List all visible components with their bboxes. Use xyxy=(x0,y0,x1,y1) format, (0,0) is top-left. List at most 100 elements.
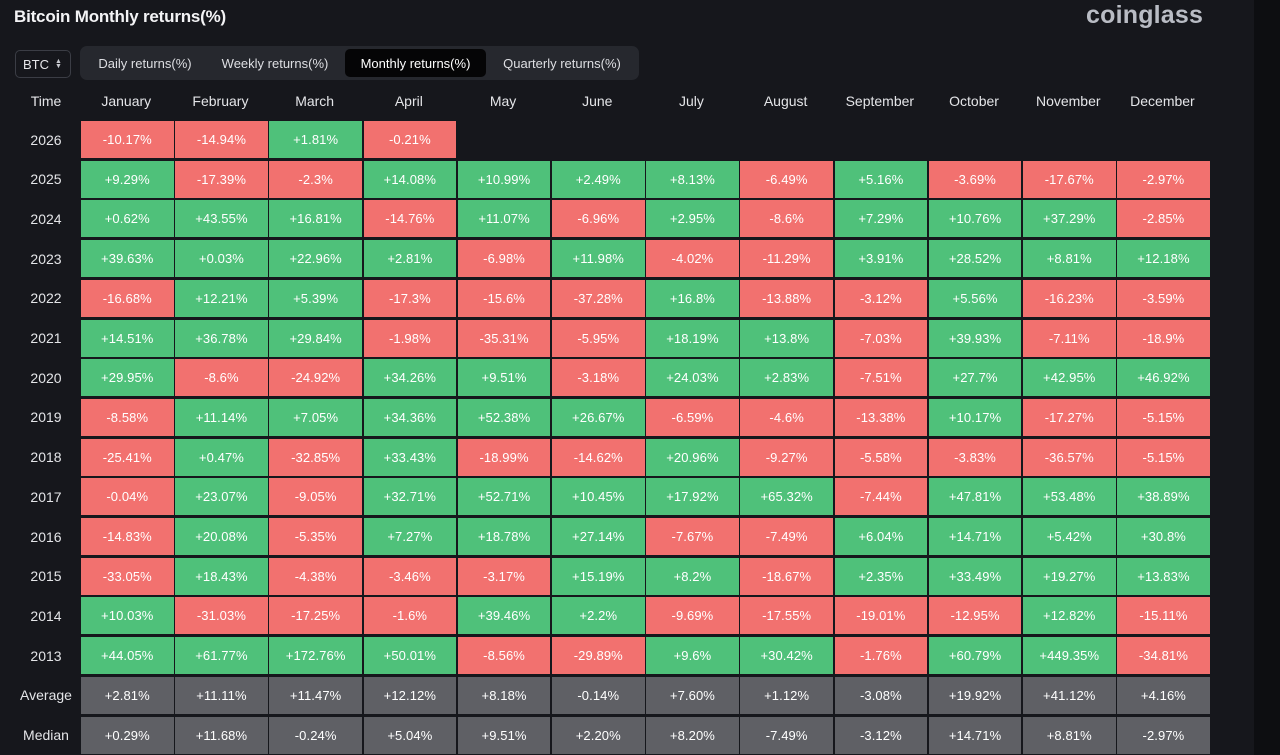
return-cell: +43.55% xyxy=(175,200,268,238)
return-cell: -13.88% xyxy=(740,279,833,317)
average-cell: +4.16% xyxy=(1117,676,1210,714)
tab-quarterly-returns[interactable]: Quarterly returns(%) xyxy=(503,55,621,71)
return-cell: +16.8% xyxy=(646,279,739,317)
coin-select[interactable]: BTC ▲ ▼ xyxy=(15,50,71,78)
column-header-august: August xyxy=(763,93,808,109)
column-header-september: September xyxy=(845,93,915,109)
median-cell: +2.20% xyxy=(552,716,645,754)
row-label-2019: 2019 xyxy=(30,409,62,426)
return-cell: -3.12% xyxy=(834,279,928,317)
return-cell: +50.01% xyxy=(363,637,457,675)
average-cell: +11.11% xyxy=(175,676,268,714)
row-label-2025: 2025 xyxy=(30,171,62,188)
return-cell: -25.41% xyxy=(81,438,174,476)
return-cell: +172.76% xyxy=(269,637,362,675)
return-cell: +37.29% xyxy=(1023,200,1116,238)
return-cell: -2.85% xyxy=(1117,200,1210,238)
return-cell: +16.81% xyxy=(269,200,362,238)
column-header-november: November xyxy=(1035,93,1101,109)
return-cell: +28.52% xyxy=(928,240,1022,278)
return-cell: -3.18% xyxy=(552,359,645,397)
row-label-2016: 2016 xyxy=(30,528,62,545)
return-cell: +27.14% xyxy=(552,518,645,555)
column-header-june: June xyxy=(582,93,613,109)
return-cell: +10.17% xyxy=(928,398,1022,436)
return-cell: +1.81% xyxy=(269,121,362,158)
tab-monthly-returns[interactable]: Monthly returns(%) xyxy=(345,49,486,77)
median-cell: +0.29% xyxy=(81,716,174,754)
return-cell: -5.15% xyxy=(1117,398,1210,436)
page-title: Bitcoin Monthly returns(%) xyxy=(14,7,227,26)
return-cell: +8.81% xyxy=(1023,240,1116,278)
average-cell: -3.08% xyxy=(834,676,928,714)
average-cell: +41.12% xyxy=(1023,676,1116,714)
return-cell: +2.35% xyxy=(834,557,928,595)
return-cell: +15.19% xyxy=(552,557,645,595)
return-cell: -9.27% xyxy=(740,438,833,476)
return-cell: -16.23% xyxy=(1023,279,1116,317)
return-cell: -7.67% xyxy=(646,518,739,555)
return-cell: +18.19% xyxy=(646,319,739,357)
return-cell: -36.57% xyxy=(1023,438,1116,476)
median-cell: +14.71% xyxy=(928,716,1022,754)
return-cell: +2.2% xyxy=(552,597,645,635)
return-cell: -6.59% xyxy=(646,398,739,436)
return-cell: -18.99% xyxy=(457,438,551,476)
return-cell: +29.84% xyxy=(269,319,362,357)
median-cell: -7.49% xyxy=(740,716,833,754)
average-cell: +7.60% xyxy=(646,676,739,714)
row-label-2022: 2022 xyxy=(30,290,62,307)
column-header-february: February xyxy=(192,93,249,109)
row-label-median: Median xyxy=(23,727,69,743)
return-cell: +14.08% xyxy=(363,160,457,198)
row-label-2026: 2026 xyxy=(30,131,62,148)
return-cell: -18.67% xyxy=(740,557,833,595)
row-label-2014: 2014 xyxy=(30,607,62,624)
return-cell: -5.35% xyxy=(269,518,362,555)
return-cell: +26.67% xyxy=(552,398,645,436)
return-cell: +39.63% xyxy=(81,240,174,278)
column-header-april: April xyxy=(394,93,423,109)
column-header-october: October xyxy=(949,93,999,109)
return-cell: -7.03% xyxy=(834,319,928,357)
return-cell: +12.21% xyxy=(175,279,268,317)
return-cell: -3.69% xyxy=(928,160,1022,198)
return-cell: +10.99% xyxy=(457,160,551,198)
return-cell: +11.07% xyxy=(457,200,551,238)
return-cell: +60.79% xyxy=(928,637,1022,675)
return-cell: -17.25% xyxy=(269,597,362,635)
average-cell: +19.92% xyxy=(928,676,1022,714)
return-cell: +0.03% xyxy=(175,240,268,278)
return-cell: +5.56% xyxy=(928,279,1022,317)
return-cell: +13.8% xyxy=(740,319,833,357)
tab-weekly-returns[interactable]: Weekly returns(%) xyxy=(221,55,329,71)
return-cell: -13.38% xyxy=(834,398,928,436)
return-cell: +29.95% xyxy=(81,359,174,397)
return-cell: +8.2% xyxy=(646,557,739,595)
return-cell: +39.93% xyxy=(928,319,1022,357)
return-cell: -29.89% xyxy=(552,637,645,675)
row-label-2020: 2020 xyxy=(30,369,62,386)
return-cell: +3.91% xyxy=(834,240,928,278)
average-cell: +2.81% xyxy=(81,676,174,714)
return-cell: +12.82% xyxy=(1023,597,1116,635)
row-label-2021: 2021 xyxy=(30,330,62,346)
median-cell: -2.97% xyxy=(1117,716,1210,754)
return-cell: -1.98% xyxy=(363,319,457,357)
return-cell: +0.47% xyxy=(175,438,268,476)
return-cell: -14.76% xyxy=(363,200,457,238)
column-header-july: July xyxy=(678,93,704,109)
return-cell: +32.71% xyxy=(363,478,457,516)
return-cell: -17.39% xyxy=(175,160,268,198)
column-header-january: January xyxy=(101,93,152,109)
return-cell: -8.58% xyxy=(81,398,174,436)
return-cell: +34.26% xyxy=(363,359,457,397)
return-cell: -8.56% xyxy=(457,637,551,675)
return-cell: -8.6% xyxy=(740,200,833,238)
return-cell: -3.46% xyxy=(363,557,457,595)
return-cell: -33.05% xyxy=(81,557,174,595)
tab-daily-returns[interactable]: Daily returns(%) xyxy=(98,55,192,71)
return-cell: +2.81% xyxy=(363,240,457,278)
median-cell: +11.68% xyxy=(175,716,268,754)
coinglass-logo: coinglass xyxy=(1086,1,1204,29)
